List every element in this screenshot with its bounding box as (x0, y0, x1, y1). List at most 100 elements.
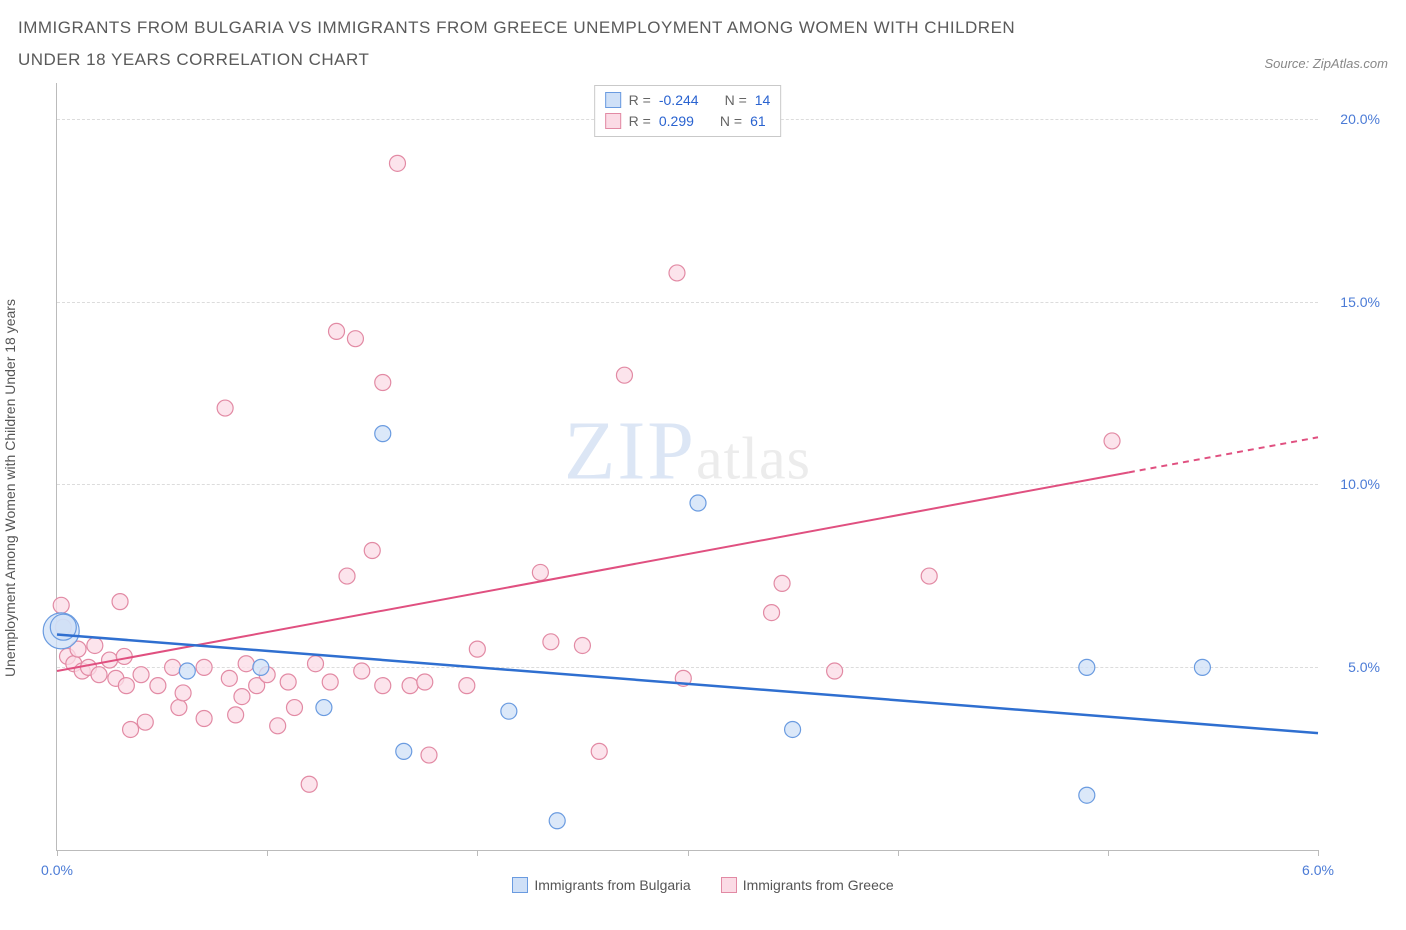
legend-row-greece: R = 0.299 N = 61 (605, 111, 771, 132)
x-tick (1318, 850, 1319, 856)
scatter-point-bulgaria (396, 743, 412, 759)
scatter-point-greece (347, 330, 363, 346)
correlation-legend: R = -0.244 N = 14 R = 0.299 N = 61 (594, 85, 782, 137)
y-tick-label: 10.0% (1340, 476, 1380, 492)
scatter-point-bulgaria (375, 425, 391, 441)
scatter-point-bulgaria (1079, 659, 1095, 675)
scatter-point-greece (221, 670, 237, 686)
scatter-point-greece (301, 776, 317, 792)
swatch-greece-icon (605, 113, 621, 129)
scatter-point-greece (91, 666, 107, 682)
scatter-point-greece (87, 637, 103, 653)
scatter-point-greece (53, 597, 69, 613)
scatter-point-greece (137, 714, 153, 730)
scatter-point-greece (238, 655, 254, 671)
legend-label: Immigrants from Greece (743, 877, 894, 893)
scatter-point-greece (112, 593, 128, 609)
scatter-svg (57, 83, 1318, 850)
legend-row-bulgaria: R = -0.244 N = 14 (605, 90, 771, 111)
r-value: 0.299 (659, 111, 694, 132)
scatter-point-greece (591, 743, 607, 759)
legend-item-greece: Immigrants from Greece (721, 877, 894, 893)
scatter-point-greece (270, 717, 286, 733)
scatter-point-greece (339, 568, 355, 584)
chart-container: Unemployment Among Women with Children U… (18, 83, 1388, 893)
n-label: N = (720, 111, 742, 132)
scatter-point-bulgaria (1194, 659, 1210, 675)
y-tick-label: 15.0% (1340, 294, 1380, 310)
scatter-point-bulgaria (501, 703, 517, 719)
scatter-point-bulgaria (690, 495, 706, 511)
scatter-point-greece (375, 374, 391, 390)
scatter-point-greece (764, 604, 780, 620)
scatter-point-greece (1104, 433, 1120, 449)
scatter-point-greece (402, 677, 418, 693)
scatter-point-greece (574, 637, 590, 653)
swatch-bulgaria-icon (512, 877, 528, 893)
legend-label: Immigrants from Bulgaria (534, 877, 690, 893)
scatter-point-bulgaria (549, 812, 565, 828)
scatter-point-greece (175, 685, 191, 701)
scatter-point-bulgaria (179, 663, 195, 679)
scatter-point-bulgaria (1079, 787, 1095, 803)
scatter-point-greece (827, 663, 843, 679)
scatter-point-greece (774, 575, 790, 591)
chart-title: IMMIGRANTS FROM BULGARIA VS IMMIGRANTS F… (18, 12, 1068, 77)
scatter-point-bulgaria (253, 659, 269, 675)
scatter-point-greece (123, 721, 139, 737)
scatter-point-greece (133, 666, 149, 682)
x-tick (477, 850, 478, 856)
r-value: -0.244 (659, 90, 699, 111)
scatter-point-greece (165, 659, 181, 675)
scatter-point-greece (116, 648, 132, 664)
plot-area: R = -0.244 N = 14 R = 0.299 N = 61 ZIPat… (56, 83, 1318, 851)
scatter-point-greece (389, 155, 405, 171)
scatter-point-bulgaria (785, 721, 801, 737)
series-legend: Immigrants from Bulgaria Immigrants from… (18, 877, 1388, 893)
scatter-point-greece (354, 663, 370, 679)
trend-line-bulgaria (57, 634, 1318, 733)
x-tick (267, 850, 268, 856)
scatter-point-greece (196, 710, 212, 726)
source-label: Source: (1264, 56, 1312, 71)
n-value: 61 (750, 111, 766, 132)
scatter-point-greece (375, 677, 391, 693)
scatter-point-bulgaria (316, 699, 332, 715)
scatter-point-greece (217, 400, 233, 416)
chart-header: IMMIGRANTS FROM BULGARIA VS IMMIGRANTS F… (18, 12, 1388, 77)
scatter-point-greece (669, 265, 685, 281)
y-axis-label: Unemployment Among Women with Children U… (2, 299, 18, 677)
source-name: ZipAtlas.com (1313, 56, 1388, 71)
trend-line-greece-dashed (1129, 437, 1318, 472)
scatter-point-greece (234, 688, 250, 704)
x-tick (898, 850, 899, 856)
scatter-point-greece (459, 677, 475, 693)
scatter-point-greece (150, 677, 166, 693)
scatter-point-greece (286, 699, 302, 715)
x-tick (1108, 850, 1109, 856)
scatter-point-greece (543, 633, 559, 649)
scatter-point-greece (322, 674, 338, 690)
scatter-point-greece (196, 659, 212, 675)
scatter-point-greece (417, 674, 433, 690)
legend-item-bulgaria: Immigrants from Bulgaria (512, 877, 690, 893)
y-tick-label: 5.0% (1348, 659, 1380, 675)
scatter-point-greece (280, 674, 296, 690)
x-tick (57, 850, 58, 856)
swatch-bulgaria-icon (605, 92, 621, 108)
scatter-point-greece (364, 542, 380, 558)
scatter-point-greece (421, 747, 437, 763)
scatter-point-greece (469, 641, 485, 657)
scatter-point-greece (329, 323, 345, 339)
trend-line-greece (57, 472, 1129, 671)
scatter-point-greece (171, 699, 187, 715)
y-tick-label: 20.0% (1340, 111, 1380, 127)
x-tick (688, 850, 689, 856)
scatter-point-greece (532, 564, 548, 580)
n-label: N = (725, 90, 747, 111)
scatter-point-greece (118, 677, 134, 693)
scatter-point-greece (228, 706, 244, 722)
x-tick-label: 6.0% (1302, 862, 1334, 878)
n-value: 14 (755, 90, 771, 111)
scatter-point-greece (616, 367, 632, 383)
